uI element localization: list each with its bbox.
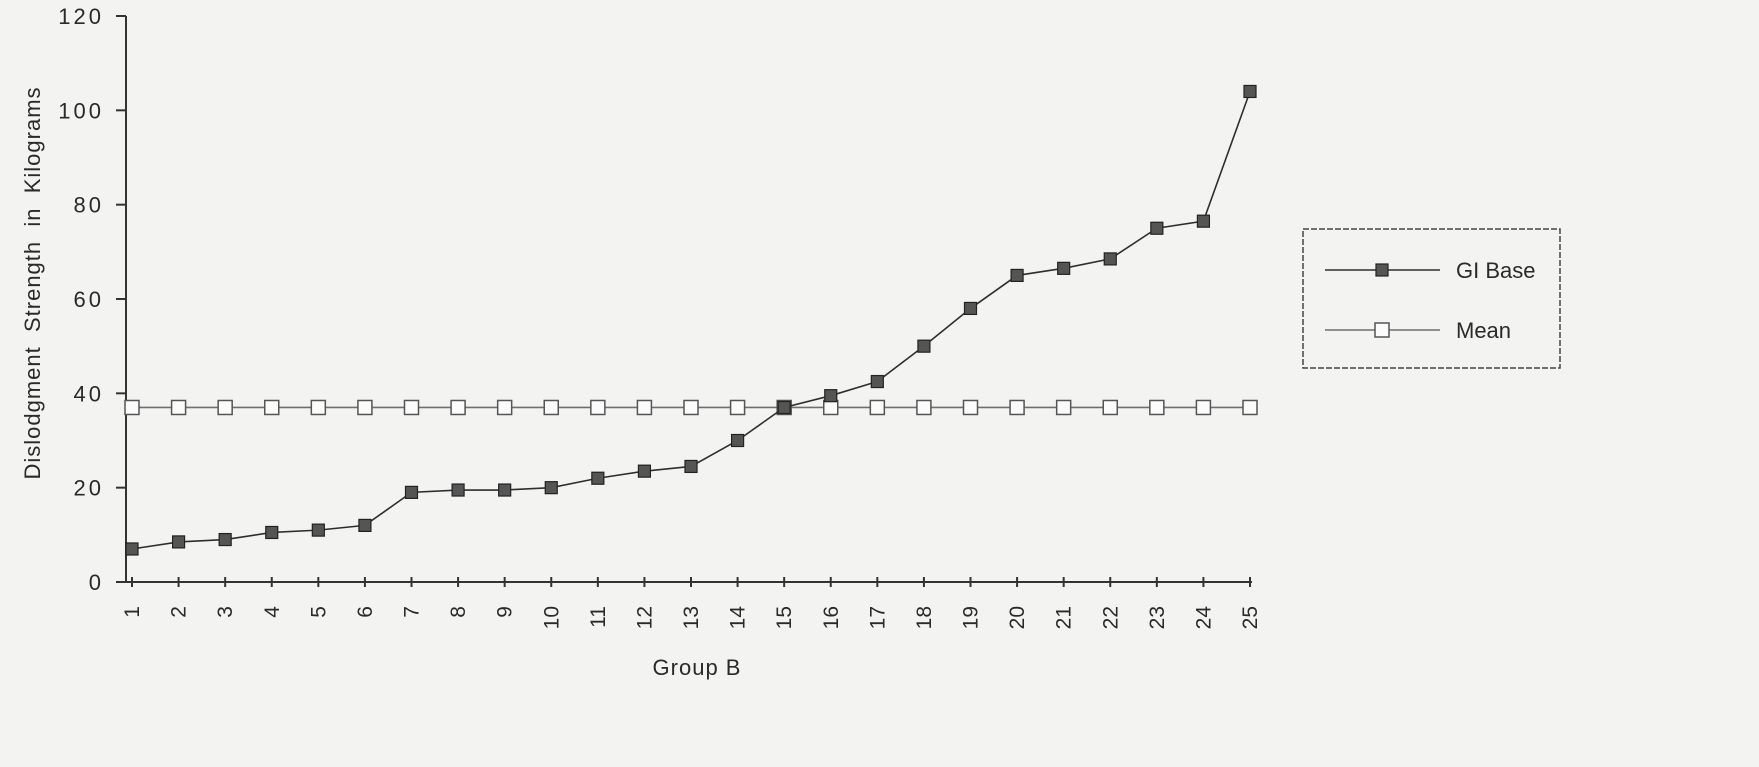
y-tick-label: 120: [58, 4, 104, 29]
mean-point: [403, 399, 420, 416]
y-axis-title: Dislodgment Strength in Kilograms: [20, 86, 45, 479]
mean-point: [170, 399, 187, 416]
x-tick-label: 7: [401, 606, 424, 618]
legend-marker: [1374, 322, 1390, 338]
x-tick-label: 13: [680, 606, 703, 629]
mean-point: [823, 399, 839, 416]
x-tick-label: 24: [1192, 606, 1215, 630]
gi-base-point: [498, 483, 512, 497]
gi-base-point: [824, 389, 838, 403]
gi-base-point: [1150, 221, 1164, 235]
gi-base-point: [358, 518, 372, 533]
gi-base-point: [1103, 252, 1117, 266]
gi-base-point: [451, 483, 465, 497]
mean-point: [1195, 399, 1212, 416]
mean-point: [1102, 399, 1118, 416]
x-tick-label: 15: [773, 606, 796, 629]
series-gi-base: [125, 84, 1257, 556]
gi-base-point: [1243, 84, 1257, 99]
mean-point: [543, 399, 559, 416]
gi-base-point: [917, 339, 931, 353]
gi-base-point: [544, 481, 558, 495]
series-mean: [124, 399, 1258, 416]
mean-point: [1009, 399, 1025, 416]
y-tick-label: 20: [74, 476, 104, 501]
series-layer: [124, 84, 1258, 556]
mean-point: [636, 399, 653, 416]
x-tick-label: 12: [633, 606, 656, 629]
x-tick-label: 16: [820, 606, 843, 629]
mean-point: [869, 399, 886, 416]
gi-base-point: [171, 535, 186, 549]
mean-point: [729, 399, 746, 416]
x-tick-label: 21: [1053, 606, 1076, 629]
mean-point: [450, 399, 466, 416]
y-tick-label: 60: [74, 287, 104, 312]
legend: GI Base Mean: [1302, 228, 1561, 369]
gi-base-point: [591, 471, 605, 485]
mean-point: [1055, 399, 1072, 416]
gi-base-line: [131, 91, 1251, 550]
mean-point: [264, 399, 280, 416]
x-tick-label: 6: [354, 606, 377, 618]
gi-base-point: [1010, 268, 1024, 283]
gi-base-point: [777, 400, 791, 415]
gi-base-point: [265, 525, 279, 540]
x-tick-label: 14: [727, 606, 750, 630]
x-tick-label: 17: [866, 606, 889, 629]
x-tick-label: 3: [214, 606, 237, 618]
mean-point: [916, 399, 932, 416]
x-tick-label: 23: [1146, 606, 1169, 629]
gi-base-point: [1057, 261, 1071, 275]
y-tick-label: 100: [58, 98, 104, 123]
mean-point: [496, 399, 513, 416]
x-tick-label: 22: [1099, 606, 1122, 629]
x-tick-label: 19: [960, 606, 983, 629]
gi-base-point: [637, 464, 652, 478]
y-tick-label: 80: [74, 193, 104, 218]
x-tick-label: 1: [121, 606, 144, 618]
x-tick-label: 18: [913, 606, 936, 629]
mean-point: [124, 399, 140, 416]
x-tick-label: 2: [168, 606, 191, 618]
x-axis-title: Group B: [653, 655, 742, 680]
legend-item-mean: Mean: [1325, 318, 1511, 343]
y-tick-label: 0: [89, 570, 104, 595]
x-tick-label: 4: [261, 606, 284, 618]
legend-item-gi-base: GI Base: [1325, 258, 1535, 283]
gi-base-point: [730, 433, 745, 448]
gi-base-point: [311, 523, 325, 537]
legend-label: GI Base: [1456, 258, 1535, 283]
gi-base-point: [404, 485, 419, 499]
mean-point: [357, 399, 373, 416]
mean-point: [1149, 399, 1165, 416]
x-tick-label: 8: [447, 606, 470, 618]
gi-base-point: [684, 459, 698, 474]
gi-base-point: [963, 301, 978, 316]
mean-point: [590, 399, 606, 416]
mean-point: [310, 399, 327, 416]
x-tick-label: 9: [494, 606, 517, 618]
x-tick-label: 10: [540, 606, 563, 629]
mean-point: [962, 399, 979, 416]
gi-base-point: [125, 542, 139, 556]
legend-label: Mean: [1456, 318, 1511, 343]
legend-marker: [1375, 263, 1389, 277]
x-tick-label: 5: [307, 606, 330, 618]
legend-box: [1302, 228, 1561, 369]
x-tick-label: 25: [1239, 606, 1262, 629]
mean-point: [217, 399, 233, 416]
mean-point: [1242, 399, 1258, 416]
gi-base-point: [218, 532, 232, 547]
gi-base-point: [870, 374, 884, 389]
y-tick-label: 40: [74, 381, 104, 406]
mean-point: [683, 399, 699, 416]
x-tick-label: 20: [1006, 606, 1029, 629]
gi-base-point: [1196, 214, 1211, 228]
x-tick-label: 11: [587, 606, 610, 628]
